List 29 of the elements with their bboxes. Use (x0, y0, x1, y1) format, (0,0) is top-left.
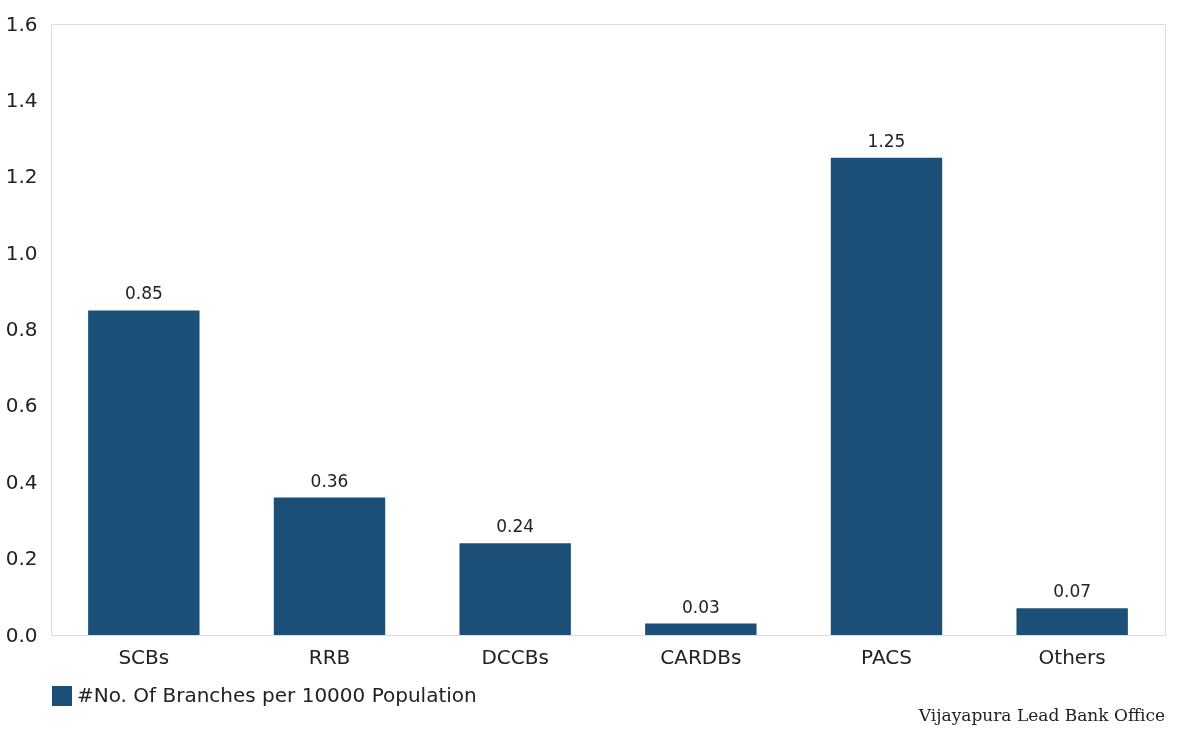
y-tick-label: 0.6 (5, 393, 38, 418)
bar (830, 157, 943, 635)
bar (1016, 608, 1128, 635)
x-tick-label: PACS (861, 644, 912, 669)
y-tick-label: 1.0 (5, 240, 38, 265)
bar (459, 543, 571, 635)
data-label: 0.03 (681, 596, 720, 617)
x-tick-label: CARDBs (660, 644, 742, 669)
text: Vijayapura Lead Bank Office (917, 705, 1165, 725)
y-tick-label: 0.4 (5, 469, 38, 494)
y-tick-label: 0.8 (5, 317, 38, 341)
y-tick-label: 0.2 (5, 546, 38, 571)
x-tick-label: Others (1038, 644, 1106, 669)
y-tick-label: 1.4 (5, 87, 38, 112)
y-tick-label: 1.6 (5, 11, 38, 36)
bar (88, 310, 200, 635)
data-label: 0.07 (1053, 581, 1092, 602)
data-label: 0.24 (496, 516, 535, 537)
x-tick-label: DCCBs (481, 644, 549, 669)
data-label: 1.25 (867, 130, 906, 151)
bar (273, 497, 386, 635)
data-label: 0.85 (124, 283, 163, 304)
y-tick-label: 1.2 (5, 164, 38, 189)
data-label: 0.36 (310, 470, 349, 491)
y-tick-label: 0.0 (5, 622, 38, 647)
legend-label: #No. Of Branches per 10000 Population (77, 683, 477, 707)
x-tick-label: RRB (308, 644, 351, 669)
bar (645, 623, 757, 635)
x-tick-label: SCBs (118, 644, 170, 669)
